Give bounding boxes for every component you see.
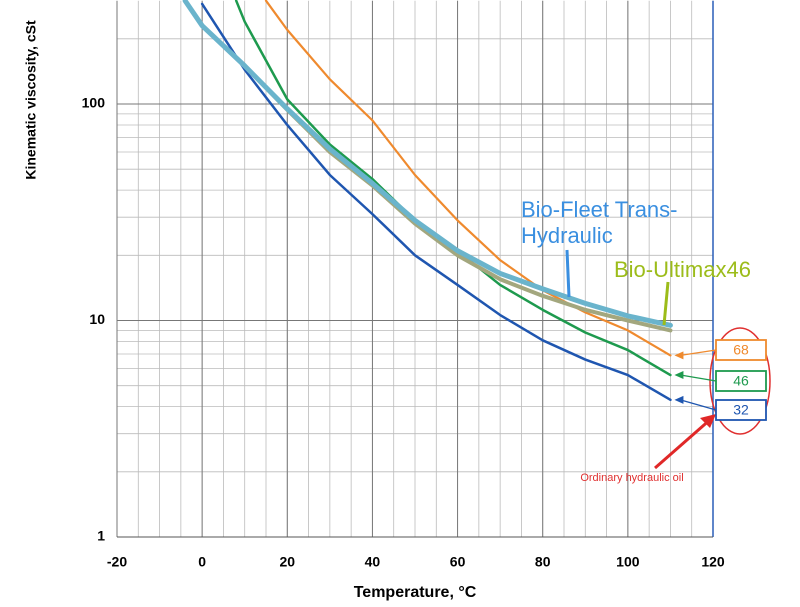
series-line — [182, 0, 673, 328]
legend-arrow-head — [674, 351, 684, 360]
legend-box — [715, 370, 767, 392]
series-label: Bio-Ultimax46 — [614, 257, 751, 282]
y-tick-label: 10 — [89, 311, 105, 327]
y-axis-label: Kinematic viscosity, cSt — [23, 20, 39, 180]
series-line — [264, 0, 672, 357]
y-tick-label: 1 — [97, 528, 105, 544]
legend-box — [715, 399, 767, 421]
x-tick-label: 20 — [279, 554, 295, 570]
series-line — [200, 2, 672, 402]
y-tick-label: 100 — [82, 95, 106, 111]
legend-arrow — [680, 399, 717, 411]
label-pointer — [565, 249, 571, 298]
legend-arrow-head — [674, 371, 684, 380]
legend-label: 68 — [733, 342, 749, 358]
x-tick-label: 60 — [450, 554, 466, 570]
legend-label: 32 — [733, 402, 749, 418]
x-tick-label: 0 — [198, 554, 206, 570]
legend-arrow — [680, 374, 717, 382]
series-line — [234, 0, 672, 377]
label-pointer — [662, 281, 670, 326]
x-tick-label: 80 — [535, 554, 551, 570]
x-tick-label: 120 — [701, 554, 725, 570]
legend-label: 46 — [733, 373, 749, 389]
plot: 1 10 100 -20 0 20 40 60 80 100 120 — [82, 0, 725, 570]
legend-arrow-head — [674, 395, 684, 404]
x-tick-label: -20 — [107, 554, 127, 570]
annotation: Ordinary hydraulic oil — [580, 472, 683, 484]
x-axis-label: Temperature, °C — [354, 584, 477, 601]
series-label: Bio-Fleet Trans-Hydraulic — [521, 197, 678, 248]
arrow-head — [700, 414, 716, 428]
pointer-arrow — [654, 416, 713, 470]
highlight-ellipse — [709, 327, 771, 435]
x-tick-label: 40 — [365, 554, 381, 570]
legend-box — [715, 339, 767, 361]
legend-arrow — [680, 349, 717, 357]
series-line — [183, 0, 673, 333]
x-tick-label: 100 — [616, 554, 640, 570]
